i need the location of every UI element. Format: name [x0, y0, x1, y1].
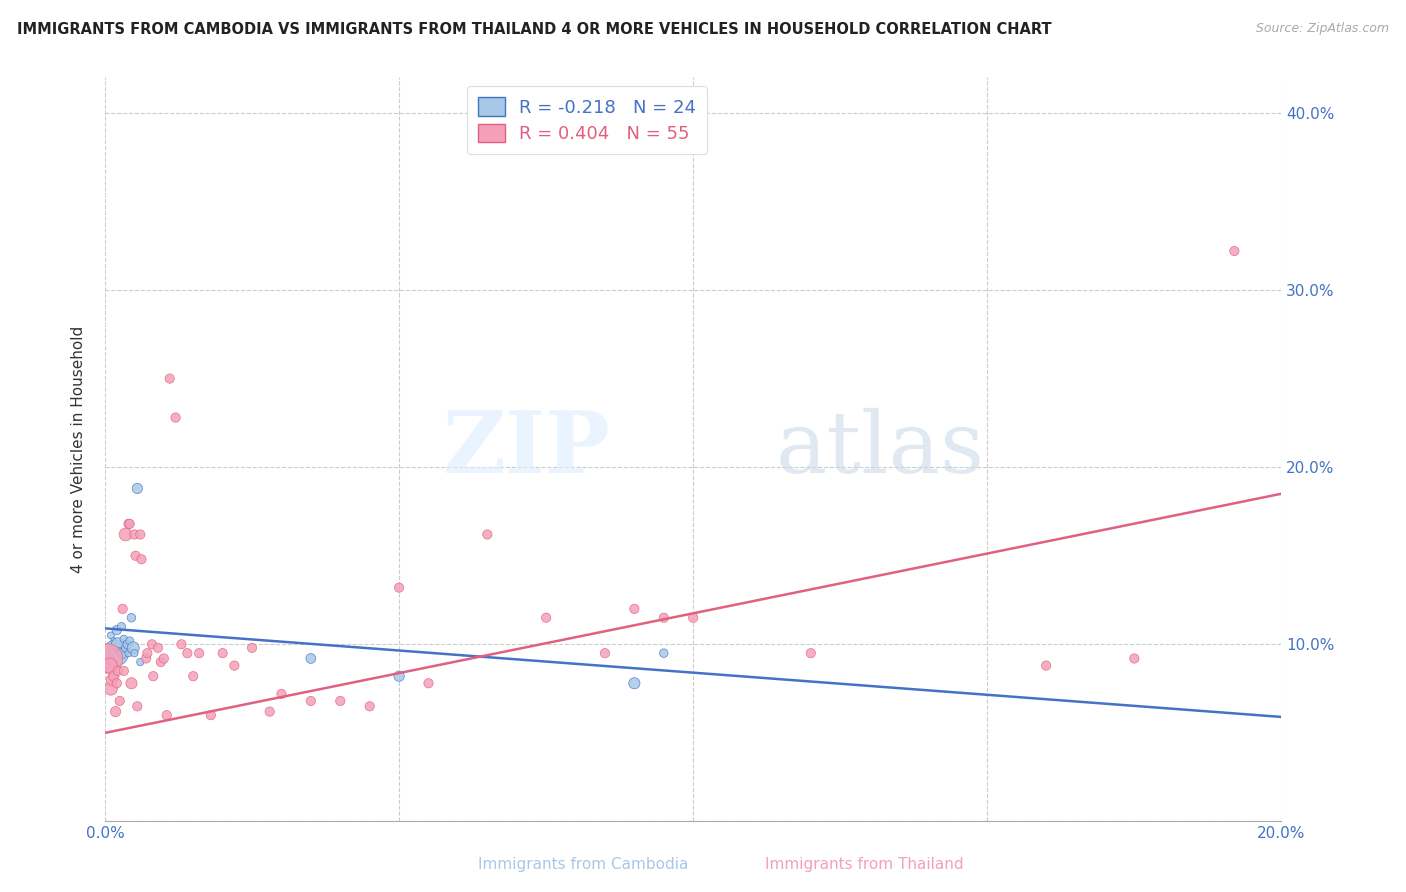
Point: [117, 637, 139, 651]
Text: ZIP: ZIP: [443, 408, 610, 491]
Point: [118, 633, 141, 648]
Point: [100, 628, 122, 642]
Point: [124, 549, 146, 563]
Point: [107, 637, 129, 651]
Point: [124, 646, 146, 660]
Point: [1035, 658, 1057, 673]
Point: [108, 644, 131, 658]
Point: [112, 632, 135, 646]
Point: [97, 651, 120, 665]
Point: [104, 646, 127, 660]
Point: [117, 516, 139, 531]
Point: [270, 687, 292, 701]
Point: [103, 669, 125, 683]
Point: [593, 646, 616, 660]
Point: [652, 611, 675, 625]
Point: [165, 410, 187, 425]
Point: [129, 527, 152, 541]
Point: [105, 676, 128, 690]
Point: [200, 708, 222, 723]
Point: [1223, 244, 1246, 258]
Point: [682, 611, 704, 625]
Point: [170, 637, 193, 651]
Point: [112, 664, 135, 678]
Point: [103, 633, 125, 648]
Point: [136, 646, 159, 660]
Point: [101, 673, 124, 687]
Point: [129, 655, 152, 669]
Point: [211, 646, 233, 660]
Point: [259, 705, 281, 719]
Point: [299, 694, 322, 708]
Point: [101, 640, 124, 655]
Point: [188, 646, 211, 660]
Point: [359, 699, 381, 714]
Point: [141, 637, 163, 651]
Point: [224, 658, 246, 673]
Point: [98, 651, 121, 665]
Point: [107, 664, 129, 678]
Point: [105, 623, 128, 637]
Point: [118, 516, 141, 531]
Point: [98, 658, 121, 673]
Point: [117, 646, 139, 660]
Text: atlas: atlas: [776, 408, 984, 491]
Point: [181, 669, 204, 683]
Point: [135, 651, 157, 665]
Point: [110, 619, 132, 633]
Text: Source: ZipAtlas.com: Source: ZipAtlas.com: [1256, 22, 1389, 36]
Point: [388, 669, 411, 683]
Point: [623, 602, 645, 616]
Point: [299, 651, 322, 665]
Point: [131, 552, 153, 566]
Point: [176, 646, 198, 660]
Point: [156, 708, 179, 723]
Text: Immigrants from Thailand: Immigrants from Thailand: [765, 857, 965, 872]
Point: [120, 676, 142, 690]
Point: [153, 651, 176, 665]
Point: [534, 611, 557, 625]
Text: Immigrants from Cambodia: Immigrants from Cambodia: [478, 857, 689, 872]
Point: [142, 669, 165, 683]
Point: [104, 705, 127, 719]
Point: [418, 676, 440, 690]
Point: [100, 681, 122, 696]
Point: [111, 602, 134, 616]
Point: [240, 640, 263, 655]
Point: [114, 640, 136, 655]
Text: IMMIGRANTS FROM CAMBODIA VS IMMIGRANTS FROM THAILAND 4 OR MORE VEHICLES IN HOUSE: IMMIGRANTS FROM CAMBODIA VS IMMIGRANTS F…: [17, 22, 1052, 37]
Point: [127, 482, 149, 496]
Point: [127, 699, 149, 714]
Point: [1123, 651, 1146, 665]
Point: [623, 676, 645, 690]
Point: [329, 694, 352, 708]
Point: [114, 527, 136, 541]
Point: [111, 646, 134, 660]
Point: [108, 694, 131, 708]
Point: [124, 527, 146, 541]
Point: [122, 640, 145, 655]
Y-axis label: 4 or more Vehicles in Household: 4 or more Vehicles in Household: [72, 326, 86, 573]
Point: [146, 640, 169, 655]
Point: [159, 371, 181, 385]
Point: [800, 646, 823, 660]
Point: [149, 655, 172, 669]
Point: [652, 646, 675, 660]
Point: [120, 611, 142, 625]
Point: [477, 527, 499, 541]
Point: [388, 581, 411, 595]
Legend: R = -0.218   N = 24, R = 0.404   N = 55: R = -0.218 N = 24, R = 0.404 N = 55: [467, 87, 707, 154]
